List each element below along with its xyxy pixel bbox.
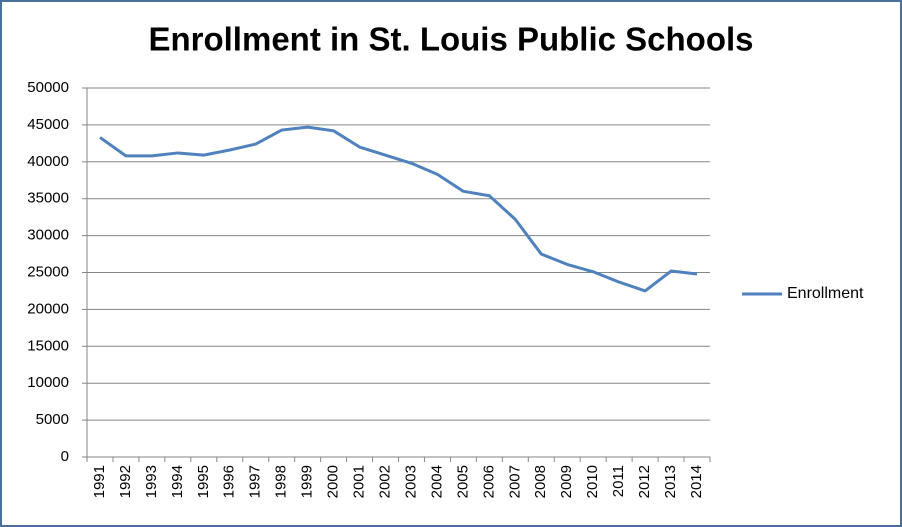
x-tick-label: 2010 [584,465,601,498]
x-tick-label: 2009 [558,465,575,498]
x-tick-label: 1991 [91,465,108,498]
y-tick-label: 5000 [36,411,69,428]
x-tick-label: 2004 [428,465,445,498]
y-tick-label: 10000 [27,374,69,391]
x-tick-label: 2001 [351,465,368,498]
x-tick-label: 1999 [299,465,316,498]
x-tick-label: 2006 [480,465,497,498]
y-tick-label: 25000 [27,263,69,280]
x-tick-label: 1992 [117,465,134,498]
legend-label: Enrollment [787,285,864,302]
y-tick-label: 45000 [27,116,69,133]
x-tick-label: 1993 [143,465,160,498]
x-tick-label: 2012 [636,465,653,498]
x-tick-label: 2002 [376,465,393,498]
y-tick-label: 30000 [27,227,69,244]
x-tick-label: 2000 [325,465,342,498]
y-tick-label: 0 [61,448,69,465]
x-tick-label: 2007 [506,465,523,498]
chart-title: Enrollment in St. Louis Public Schools [148,21,753,58]
y-tick-label: 35000 [27,190,69,207]
x-tick-label: 2013 [662,465,679,498]
x-tick-label: 1995 [195,465,212,498]
y-tick-label: 50000 [27,79,69,96]
x-tick-label: 1997 [247,465,264,498]
x-tick-label: 2005 [454,465,471,498]
x-tick-label: 2011 [610,465,627,497]
x-tick-label: 1996 [221,465,238,498]
x-tick-label: 1998 [273,465,290,498]
x-tick-label: 2003 [402,465,419,498]
y-tick-label: 20000 [27,300,69,317]
x-tick-label: 2008 [532,465,549,498]
y-tick-label: 40000 [27,153,69,170]
series-line [99,125,698,293]
x-tick-label: 1994 [169,465,186,498]
y-tick-label: 15000 [27,337,69,354]
x-tick-label: 2014 [688,465,705,498]
